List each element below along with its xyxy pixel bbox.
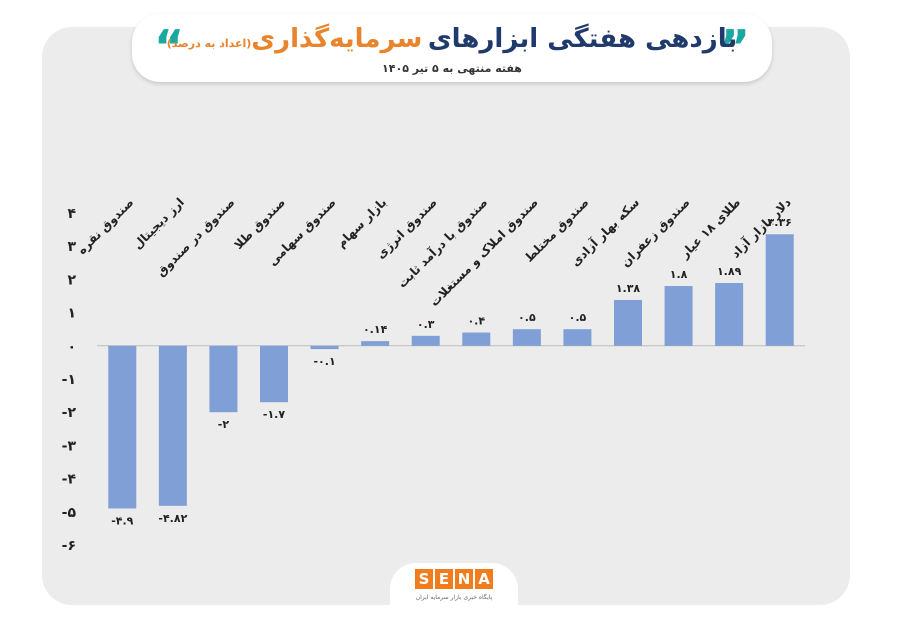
y-tick-label: -۴ (62, 472, 77, 488)
data-label: ۰.۱۴ (363, 323, 388, 336)
data-label: -۱.۷ (263, 408, 285, 421)
page-title: بازدهی هفتگی ابزارهای سرمایه‌گذاری(اعداد… (132, 24, 772, 54)
y-tick-label: -۲ (62, 405, 77, 421)
logo-letter: A (475, 569, 493, 589)
title-banner: “ ” بازدهی هفتگی ابزارهای سرمایه‌گذاری(ا… (132, 14, 772, 82)
bar (108, 345, 137, 509)
y-tick-label: ۰ (67, 339, 76, 355)
x-tick-label: صندوق نقره (75, 195, 138, 258)
quote-open-icon: “ (154, 20, 185, 74)
title-accent: سرمایه‌گذاری (251, 24, 423, 54)
y-tick-label: ۳ (67, 239, 76, 255)
bar (260, 345, 288, 403)
logo-letter: S (415, 569, 433, 589)
bar (563, 329, 592, 346)
data-label: ۱.۸۹ (717, 265, 742, 278)
y-tick-label: ۱ (67, 306, 76, 322)
data-label: ۱.۸ (670, 268, 688, 281)
title-note: (اعداد به درصد) (166, 37, 252, 50)
x-tick-label: صندوق با درآمد ثابت (394, 195, 491, 292)
data-label: ۰.۴ (467, 315, 485, 328)
y-tick-label: -۵ (62, 505, 77, 521)
bar (158, 345, 187, 506)
logo-letter: N (455, 569, 473, 589)
bar (765, 234, 794, 346)
bar (664, 286, 693, 346)
bar (361, 341, 390, 346)
data-label: -۲ (218, 418, 230, 431)
data-label: -۴.۸۲ (158, 512, 187, 525)
bar (462, 332, 491, 346)
data-label: ۰.۵ (518, 311, 536, 324)
bar (512, 329, 541, 346)
logo-letter: E (435, 569, 453, 589)
bar (715, 283, 744, 346)
data-label: ۳.۳۶ (768, 216, 792, 229)
data-label: ۰.۳ (417, 318, 435, 331)
data-label: -۰.۱ (313, 355, 335, 368)
y-tick-label: -۱ (62, 372, 76, 388)
y-tick-label: -۶ (62, 538, 76, 554)
page-subtitle: هفته منتهی به ۵ تیر ۱۴۰۵ (382, 62, 522, 75)
data-label: -۴.۹ (111, 514, 133, 527)
title-main: بازدهی هفتگی ابزارهای (427, 24, 738, 54)
bar (310, 345, 339, 350)
y-tick-label: -۳ (62, 438, 77, 454)
logo-tagline: پایگاه خبری بازار سرمایه ایران (415, 594, 493, 601)
y-tick-label: ۴ (67, 206, 76, 222)
bar (614, 299, 642, 346)
data-label: ۱.۳۸ (616, 282, 641, 295)
quote-close-icon: ” (719, 20, 750, 74)
data-label: ۰.۵ (569, 311, 587, 324)
bar (209, 345, 238, 413)
bar (411, 335, 440, 346)
y-tick-label: ۲ (67, 272, 76, 288)
